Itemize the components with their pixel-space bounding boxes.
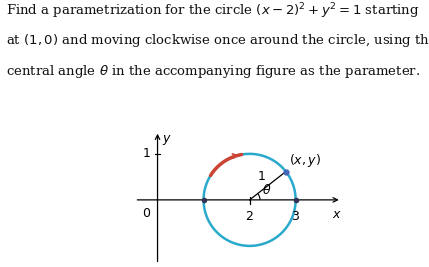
Text: $2$: $2$ [245, 210, 254, 223]
Text: $3$: $3$ [291, 210, 300, 223]
Text: $\theta$: $\theta$ [263, 183, 272, 197]
Text: $1$: $1$ [142, 147, 151, 160]
Text: Find a parametrization for the circle $(x-2)^2 + y^2 = 1$ starting: Find a parametrization for the circle $(… [6, 1, 419, 21]
Text: at $(1, 0)$ and moving clockwise once around the circle, using the: at $(1, 0)$ and moving clockwise once ar… [6, 32, 429, 49]
Text: $1$: $1$ [257, 170, 266, 183]
Text: $(x, y)$: $(x, y)$ [289, 152, 321, 169]
Text: central angle $\theta$ in the accompanying figure as the parameter.: central angle $\theta$ in the accompanyi… [6, 63, 420, 80]
Text: $y$: $y$ [162, 133, 172, 147]
Text: $0$: $0$ [142, 207, 151, 220]
Text: $x$: $x$ [332, 208, 342, 221]
